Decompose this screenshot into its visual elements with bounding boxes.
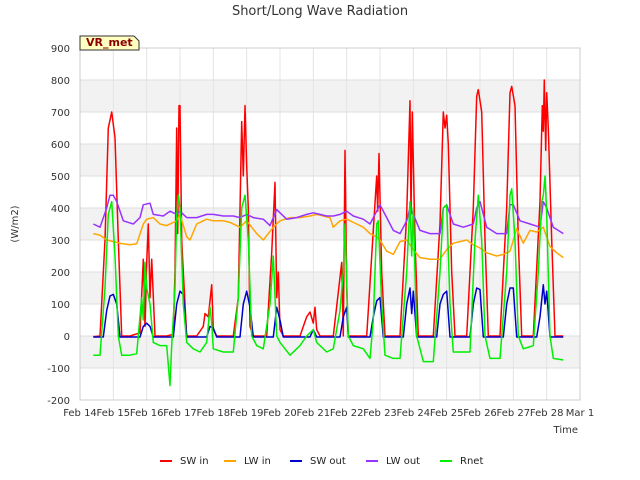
- y-tick-label: 200: [51, 268, 70, 279]
- x-tick-label: Feb 25: [430, 408, 464, 419]
- legend: SW in LW in SW out LW out Rnet: [160, 456, 483, 467]
- y-tick-label: -200: [47, 396, 70, 407]
- station-badge-box: [79, 35, 140, 51]
- plot-band: [80, 208, 580, 240]
- y-axis-label: (W/m2): [10, 205, 21, 242]
- plot-frame: [79, 47, 581, 401]
- x-tick-label: Feb 17: [163, 408, 197, 419]
- legend-label-lw-out: LW out: [386, 456, 420, 467]
- x-tick-label: Feb 26: [463, 408, 497, 419]
- x-tick-label: Feb 24: [397, 408, 431, 419]
- x-tick-label: Feb 16: [130, 408, 164, 419]
- x-tick-label: Feb 23: [363, 408, 397, 419]
- plot-band: [80, 272, 580, 304]
- y-tick-label: 600: [51, 140, 70, 151]
- y-tick-label: 100: [51, 300, 70, 311]
- x-tick-label: Feb 14: [63, 408, 97, 419]
- plot-band: [80, 80, 580, 112]
- x-tick-label: Feb 28: [530, 408, 564, 419]
- x-tick-label: Feb 18: [197, 408, 231, 419]
- y-tick-label: 800: [51, 76, 70, 87]
- series-line-lw-out: [92, 194, 564, 235]
- plot-band: [80, 336, 580, 368]
- station-badge-label: VR_met: [86, 36, 133, 49]
- x-tick-label: Feb 20: [263, 408, 297, 419]
- y-tick-label: 300: [51, 236, 70, 247]
- legend-label-rnet: Rnet: [460, 456, 483, 467]
- series-line-lw-in: [93, 213, 564, 260]
- legend-label-lw-in: LW in: [244, 456, 271, 467]
- series-line-sw-out: [93, 284, 564, 338]
- legend-label-sw-in: SW in: [180, 456, 209, 467]
- y-tick-label: 400: [51, 204, 70, 215]
- x-tick-label: Mar 1: [566, 408, 594, 419]
- x-tick-label: Feb 15: [97, 408, 131, 419]
- station-badge: VR_met: [79, 35, 140, 51]
- x-tick-label: Feb 21: [297, 408, 331, 419]
- series-line-rnet: [93, 175, 564, 387]
- y-tick-label: 900: [51, 44, 70, 55]
- y-tick-label: -100: [47, 364, 70, 375]
- x-tick-label: Feb 19: [230, 408, 264, 419]
- x-axis: Feb 14 Feb 15 Feb 16 Feb 17 Feb 18 Feb 19 Feb …: [63, 408, 594, 419]
- y-tick-label: 500: [51, 172, 70, 183]
- x-axis-label: Time: [553, 425, 578, 436]
- x-tick-label: Feb 22: [330, 408, 364, 419]
- y-tick-label: 0: [64, 332, 70, 343]
- legend-label-sw-out: SW out: [310, 456, 346, 467]
- x-tick-label: Feb 27: [497, 408, 531, 419]
- y-tick-label: 700: [51, 108, 70, 119]
- plot-bands: [80, 80, 580, 368]
- plot-band: [80, 144, 580, 176]
- series-lines: [92, 79, 564, 387]
- chart-title: Short/Long Wave Radiation: [232, 4, 408, 19]
- y-axis: -200 -100 0 100 200 300 400 500 600 700 800 900: [47, 44, 70, 407]
